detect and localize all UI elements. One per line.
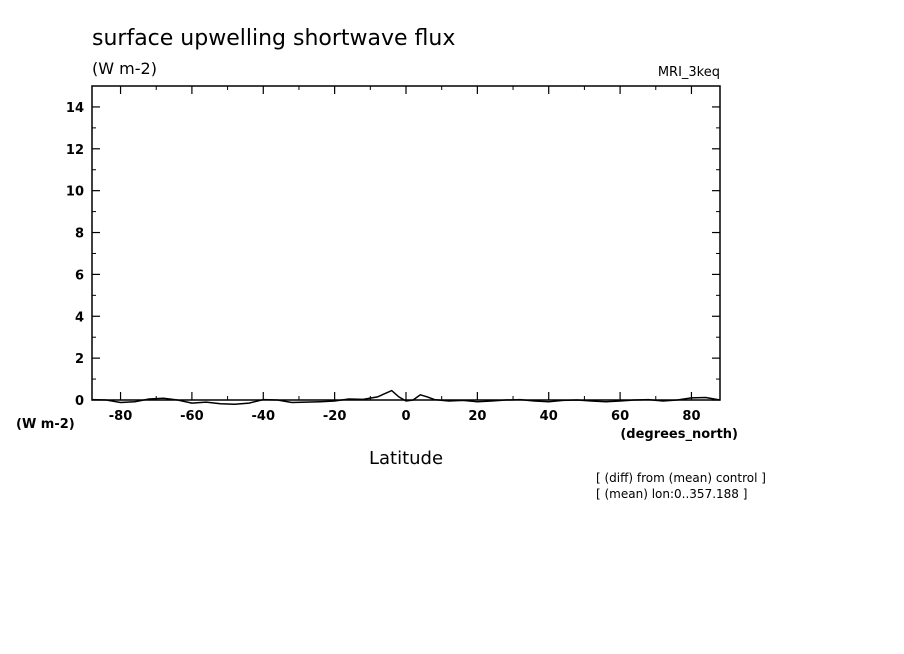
plot-frame <box>91 85 721 401</box>
y-tick-label: 6 <box>75 268 84 283</box>
y-axis: 0 2 4 6 8 10 12 14 <box>66 101 720 409</box>
y-tick-label: 2 <box>75 352 84 367</box>
y-tick-label: 14 <box>66 101 84 116</box>
x-tick-label: -20 <box>323 409 347 424</box>
x-axis-title: Latitude <box>369 448 443 469</box>
x-tick-label: -60 <box>180 409 204 424</box>
x-tick-label: -80 <box>109 409 133 424</box>
x-axis-units: (degrees_north) <box>620 427 738 442</box>
y-tick-label: 10 <box>66 185 84 200</box>
y-tick-label: 12 <box>66 143 84 158</box>
y-tick-label: 8 <box>75 227 84 242</box>
x-tick-label: 60 <box>611 409 629 424</box>
y-tick-label: 0 <box>75 394 84 409</box>
x-tick-label: 20 <box>468 409 486 424</box>
x-tick-label: 0 <box>401 409 410 424</box>
model-label: MRI_3keq <box>658 65 720 80</box>
chart-units: (W m-2) <box>92 59 157 78</box>
series-group <box>91 389 721 405</box>
note-diff: [ (diff) from (mean) control ] <box>596 471 766 485</box>
y-axis-units: (W m-2) <box>16 417 75 432</box>
x-tick-label: 80 <box>682 409 700 424</box>
x-tick-label: 40 <box>540 409 558 424</box>
x-tick-label: -40 <box>252 409 276 424</box>
chart-title: surface upwelling shortwave flux <box>92 26 455 51</box>
x-axis: -80 -60 -40 -20 0 20 40 60 80 <box>109 86 701 424</box>
series-line <box>91 389 721 405</box>
y-tick-label: 4 <box>75 310 84 325</box>
note-mean: [ (mean) lon:0..357.188 ] <box>596 487 747 501</box>
